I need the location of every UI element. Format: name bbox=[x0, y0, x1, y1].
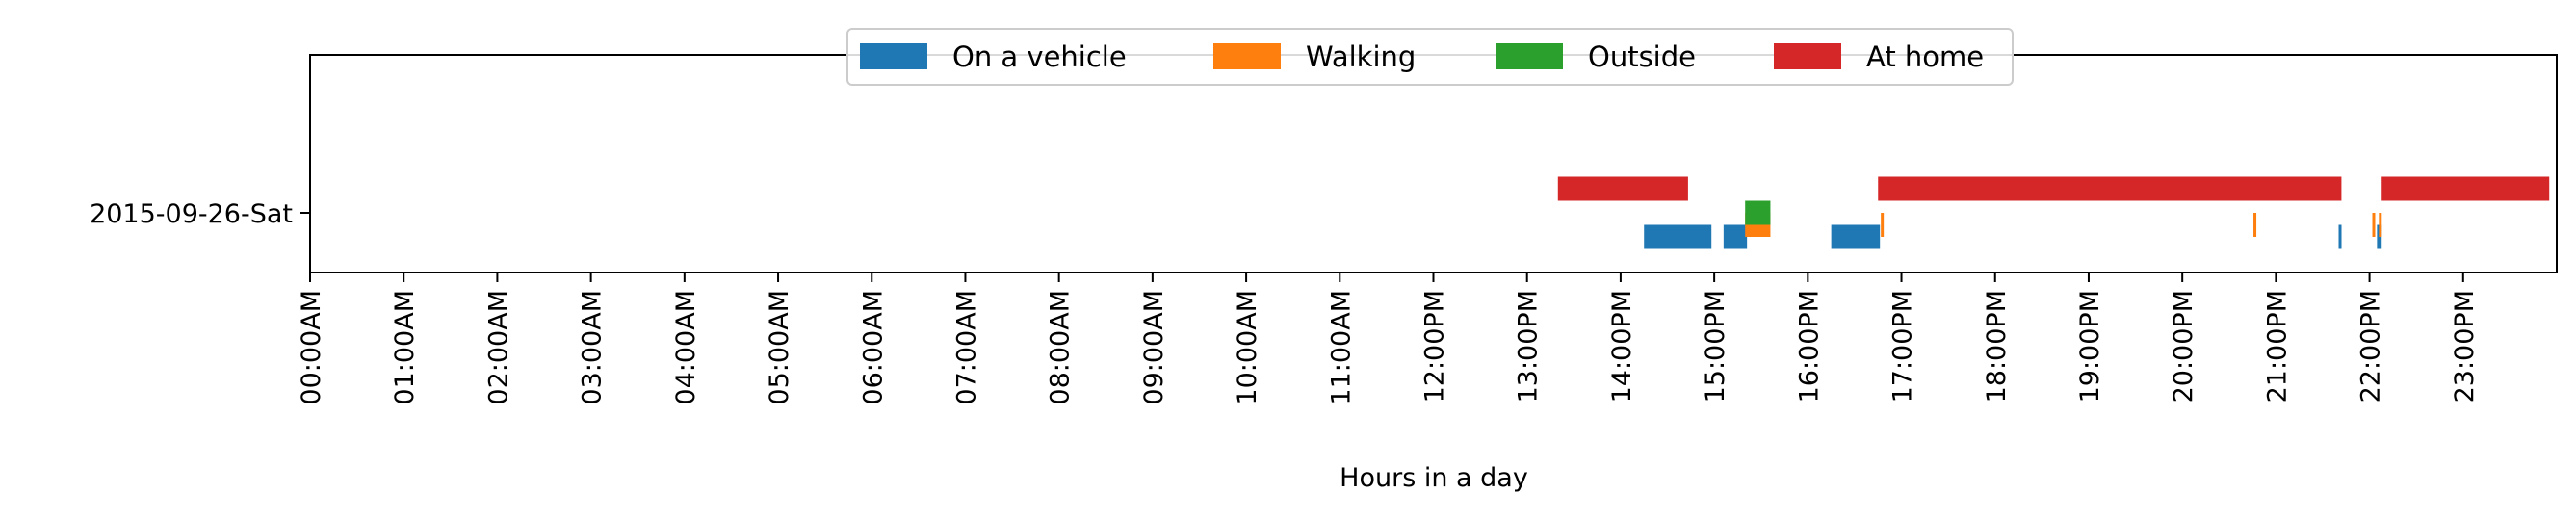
legend-label-on-a-vehicle: On a vehicle bbox=[952, 40, 1127, 73]
x-tick-label: 07:00AM bbox=[951, 290, 981, 405]
x-tick-label: 15:00PM bbox=[1701, 290, 1730, 403]
legend: On a vehicle Walking Outside At home bbox=[846, 28, 2014, 86]
x-tick-label: 03:00AM bbox=[578, 290, 608, 405]
bar-at-home-1 bbox=[1878, 176, 2342, 201]
plot-frame bbox=[309, 54, 2558, 273]
bar-on-a-vehicle-2 bbox=[1831, 224, 1881, 249]
x-axis-title: Hours in a day bbox=[1340, 463, 1528, 493]
bar-on-a-vehicle-0 bbox=[1644, 224, 1712, 249]
x-tick-label: 12:00PM bbox=[1420, 290, 1450, 403]
x-tick-label: 23:00PM bbox=[2450, 290, 2480, 403]
x-tick-label: 16:00PM bbox=[1794, 290, 1824, 403]
bar-on-a-vehicle-1 bbox=[1723, 224, 1748, 249]
bar-walking-2 bbox=[2253, 213, 2257, 237]
x-tick-label: 00:00AM bbox=[297, 290, 326, 405]
x-tick-label: 13:00PM bbox=[1514, 290, 1544, 403]
y-tick-label: 2015-09-26-Sat bbox=[90, 199, 293, 229]
legend-box bbox=[846, 28, 2014, 86]
x-tick-label: 01:00AM bbox=[390, 290, 420, 405]
legend-swatch-on-a-vehicle bbox=[860, 43, 927, 69]
bar-at-home-0 bbox=[1557, 176, 1688, 201]
x-tick-label: 05:00AM bbox=[765, 290, 794, 405]
legend-label-at-home: At home bbox=[1866, 40, 1984, 73]
x-axis: 00:00AM 01:00AM 02:00AM 03:00AM 04:00AM 05:00… bbox=[297, 273, 2480, 405]
legend-swatch-at-home bbox=[1774, 43, 1841, 69]
x-tick-label: 10:00AM bbox=[1233, 290, 1262, 405]
x-tick-label: 20:00PM bbox=[2169, 290, 2199, 403]
legend-swatch-outside bbox=[1496, 43, 1563, 69]
x-tick-label: 22:00PM bbox=[2356, 290, 2386, 403]
bar-at-home-2 bbox=[2381, 176, 2550, 201]
x-tick-label: 14:00PM bbox=[1607, 290, 1637, 403]
legend-label-walking: Walking bbox=[1306, 40, 1416, 73]
bar-walking-4 bbox=[2379, 213, 2382, 237]
x-tick-label: 11:00AM bbox=[1326, 290, 1356, 405]
x-tick-label: 02:00AM bbox=[483, 290, 513, 405]
bar-walking-1 bbox=[1881, 213, 1885, 237]
legend-label-outside: Outside bbox=[1588, 40, 1696, 73]
x-tick-label: 17:00PM bbox=[1888, 290, 1918, 403]
legend-swatch-walking bbox=[1213, 43, 1281, 69]
x-tick-label: 04:00AM bbox=[671, 290, 701, 405]
x-tick-label: 06:00AM bbox=[858, 290, 888, 405]
y-axis: 2015-09-26-Sat bbox=[90, 199, 310, 229]
x-tick-label: 21:00PM bbox=[2262, 290, 2292, 403]
plot-area bbox=[309, 54, 2558, 273]
x-tick-label: 19:00PM bbox=[2075, 290, 2105, 403]
bar-outside-0 bbox=[1745, 200, 1771, 225]
x-tick-label: 09:00AM bbox=[1139, 290, 1169, 405]
bar-on-a-vehicle-3 bbox=[2338, 224, 2342, 249]
bar-walking-3 bbox=[2372, 213, 2376, 237]
x-tick-label: 18:00PM bbox=[1982, 290, 2012, 403]
x-tick-label: 08:00AM bbox=[1046, 290, 1076, 405]
